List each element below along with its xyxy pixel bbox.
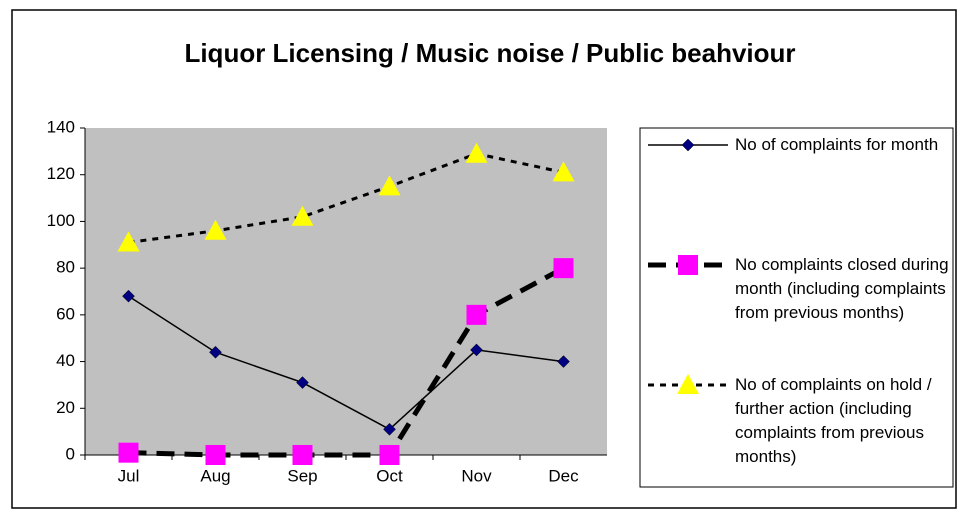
x-tick-label: Dec [548, 466, 579, 485]
y-tick-label: 80 [56, 258, 75, 277]
chart-title: Liquor Licensing / Music noise / Public … [184, 38, 795, 68]
x-tick-label: Nov [461, 466, 492, 485]
marker [677, 374, 699, 394]
marker [678, 255, 698, 275]
marker [681, 138, 695, 152]
x-tick-label: Aug [200, 466, 230, 485]
marker [296, 376, 309, 389]
marker [204, 219, 227, 240]
legend-label: No complaints closed during month (inclu… [735, 255, 949, 322]
legend-label: No of complaints on hold / further actio… [735, 375, 932, 466]
y-tick-label: 0 [66, 444, 75, 463]
y-tick-label: 60 [56, 304, 75, 323]
x-tick-label: Sep [287, 466, 317, 485]
marker [122, 289, 135, 303]
marker [552, 161, 575, 182]
marker [117, 231, 140, 252]
y-tick-label: 20 [56, 398, 75, 417]
legend-label: No of complaints for month [735, 135, 939, 154]
y-tick-label: 120 [47, 164, 75, 183]
marker [378, 175, 401, 196]
legend-box [639, 127, 954, 488]
series-line [128, 295, 564, 431]
y-tick-label: 140 [47, 117, 75, 136]
marker [383, 422, 396, 436]
marker [379, 445, 400, 465]
marker [553, 258, 574, 279]
y-tick-label: 40 [56, 351, 75, 370]
series-line [128, 152, 564, 244]
x-tick-label: Oct [376, 466, 403, 485]
marker [292, 445, 313, 465]
x-tick-label: Jul [118, 466, 140, 485]
marker [205, 445, 226, 465]
y-tick-label: 100 [47, 211, 75, 230]
series-line [128, 265, 565, 458]
marker [118, 442, 139, 463]
marker [557, 355, 570, 368]
marker [466, 304, 487, 325]
marker [470, 343, 483, 357]
marker [291, 205, 314, 226]
plot-area [85, 128, 607, 455]
marker [465, 142, 488, 163]
marker [209, 345, 222, 359]
